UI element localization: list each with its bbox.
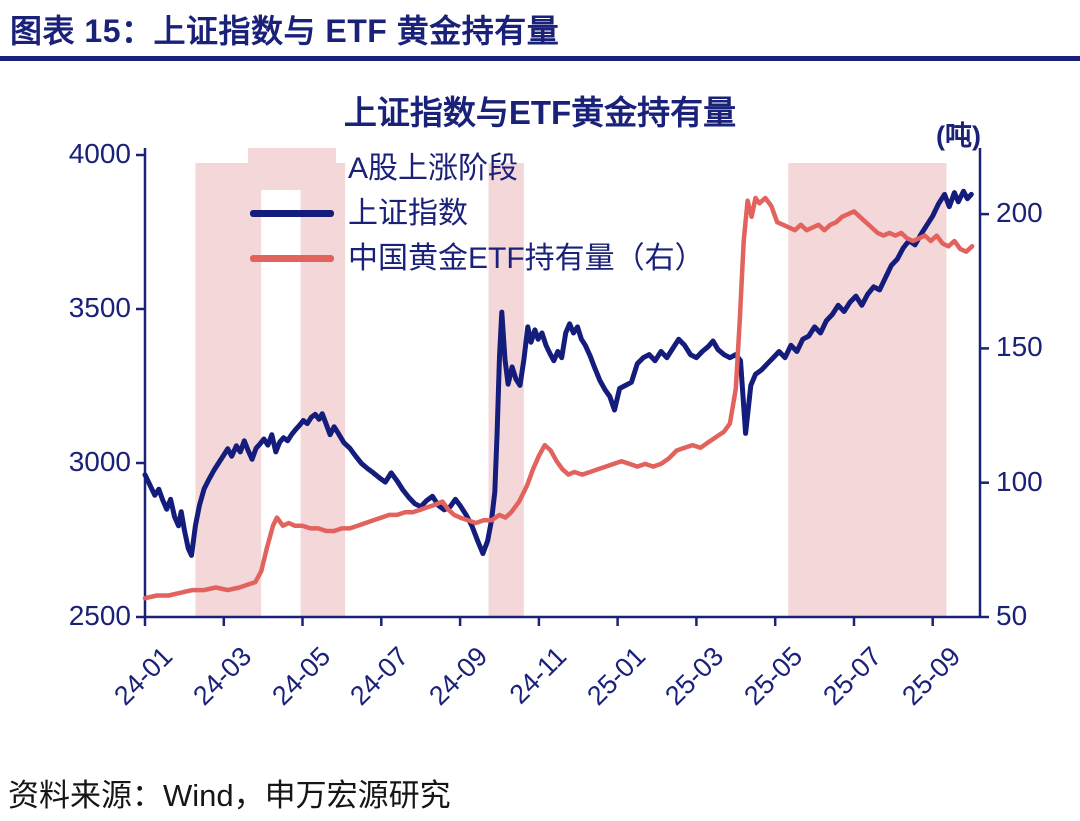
y-axis-right-tick-label: 50 [996,600,1028,631]
y-axis-right-tick-label: 200 [996,197,1043,229]
legend-label-gold-etf: 中国黄金ETF持有量（右） [348,242,705,275]
y-axis-left-tick-label: 3000 [68,446,131,477]
gold-swatch-box [248,255,336,262]
figure-title: 图表 15：上证指数与 ETF 黄金持有量 [10,13,560,49]
y-axis-left-tick-label: 4000 [68,138,131,169]
legend-label-sse-index: 上证指数 [348,197,468,230]
series-sse-index [142,188,974,558]
y-axis-right-tick-label: 100 [996,465,1043,497]
rally-phase-band [195,163,262,617]
y-axis-left-tick-label: 2500 [68,600,131,631]
rally-phase-band [488,163,524,617]
right-axis-unit-label: (吨) [936,121,981,151]
sse-swatch-box [248,210,336,217]
y-axis-left-tick-label: 3500 [68,292,131,323]
legend-label-band: A股上涨阶段 [348,152,519,185]
source-note: 资料来源：Wind，申万宏源研究 [8,778,451,813]
rally-phase-band [300,163,346,617]
legend-item-band: A股上涨阶段 [248,146,705,191]
chart-title: 上证指数与ETF黄金持有量 [343,94,737,131]
title-divider [0,56,1080,61]
legend-item-sse-index: 上证指数 [248,191,705,236]
gold-etf-line-swatch [250,255,334,262]
sse-line-swatch [250,210,334,217]
y-axis-right-tick-label: 150 [996,331,1043,363]
band-swatch-box [248,147,336,190]
legend-item-gold-etf: 中国黄金ETF持有量（右） [248,236,705,281]
chart-legend: A股上涨阶段 上证指数 中国黄金ETF持有量（右） [248,146,705,281]
band-swatch [248,147,336,190]
series-gold-etf-holdings [142,195,975,601]
